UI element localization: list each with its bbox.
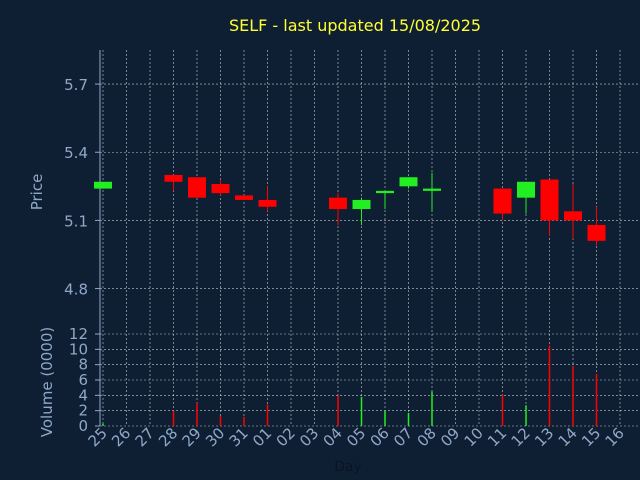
volume-tick-label: 4	[78, 386, 88, 404]
volume-bar	[172, 410, 175, 426]
day-tick-label: 16	[602, 424, 628, 450]
day-tick-label: 11	[484, 424, 510, 450]
day-tick-label: 02	[273, 424, 299, 450]
day-tick-label: 27	[132, 424, 158, 450]
day-tick-label: 08	[414, 424, 440, 450]
day-tick-label: 29	[179, 424, 205, 450]
day-tick-label: 05	[343, 424, 369, 450]
day-tick-label: 28	[155, 424, 181, 450]
candle-body	[211, 184, 230, 194]
price-tick-label: 4.8	[64, 281, 88, 299]
volume-bar	[102, 423, 104, 426]
price-tick-label: 5.7	[64, 76, 88, 94]
candle-body	[235, 195, 253, 200]
day-tick-label: 12	[508, 424, 534, 450]
volume-bar	[572, 366, 574, 426]
day-tick-label: 09	[437, 424, 463, 450]
price-axis-label: Price	[28, 174, 46, 211]
chart-title: SELF - last updated 15/08/2025	[229, 16, 481, 35]
volume-tick-label: 8	[78, 356, 88, 374]
candle-body	[329, 197, 347, 210]
volume-bar	[525, 405, 527, 426]
candle-body	[188, 177, 206, 198]
day-tick-label: 15	[578, 424, 604, 450]
day-tick-label: 10	[461, 424, 487, 450]
candle-body	[94, 181, 112, 189]
volume-bar	[196, 403, 198, 426]
volume-axis-label: Volume (0000)	[38, 327, 56, 437]
day-tick-label: 14	[555, 424, 581, 450]
candle-body	[540, 179, 559, 221]
volume-tick-label: 6	[78, 371, 88, 389]
candle-body	[164, 174, 183, 182]
volume-bar	[219, 416, 222, 426]
volume-bar	[407, 412, 410, 426]
volume-tick-label: 12	[69, 325, 88, 343]
volume-tick-label: 10	[69, 340, 88, 358]
day-tick-label: 31	[226, 424, 252, 450]
volume-tick-label: 0	[78, 417, 88, 435]
day-tick-label: 06	[367, 424, 393, 450]
day-tick-label: 04	[320, 424, 346, 450]
candle-body	[352, 199, 371, 210]
day-tick-label: 30	[202, 424, 228, 450]
candle-body	[423, 188, 441, 191]
candle-body	[517, 181, 535, 198]
volume-panel: 0246810122526272829303101020304050607080…	[69, 325, 640, 450]
price-panel: 4.8 5.1 5.4 5.7	[64, 50, 640, 334]
volume-bar	[384, 410, 386, 426]
volume-bar	[337, 395, 339, 426]
day-tick-label: 07	[390, 424, 416, 450]
volume-bar	[431, 391, 433, 426]
day-tick-label: 25	[85, 424, 111, 450]
volume-bar	[595, 373, 598, 426]
volume-tick-label: 2	[78, 402, 88, 420]
volume-bar	[360, 396, 363, 426]
day-tick-label: 26	[108, 424, 134, 450]
candle-body	[376, 190, 394, 194]
volume-bar	[501, 394, 504, 426]
day-tick-label: 01	[249, 424, 275, 450]
candle-body	[399, 177, 418, 187]
day-tick-label: 13	[531, 424, 557, 450]
volume-bar	[243, 416, 245, 426]
candle-body	[493, 188, 512, 214]
price-tick-label: 5.1	[64, 212, 88, 230]
volume-bar	[548, 345, 551, 426]
day-tick-label: 03	[296, 424, 322, 450]
candle-body	[564, 211, 582, 221]
day-axis-label: Day	[334, 459, 362, 475]
price-tick-label: 5.4	[64, 144, 88, 162]
candle-body	[258, 199, 277, 207]
volume-bar	[266, 404, 269, 426]
candle-body	[587, 224, 606, 241]
